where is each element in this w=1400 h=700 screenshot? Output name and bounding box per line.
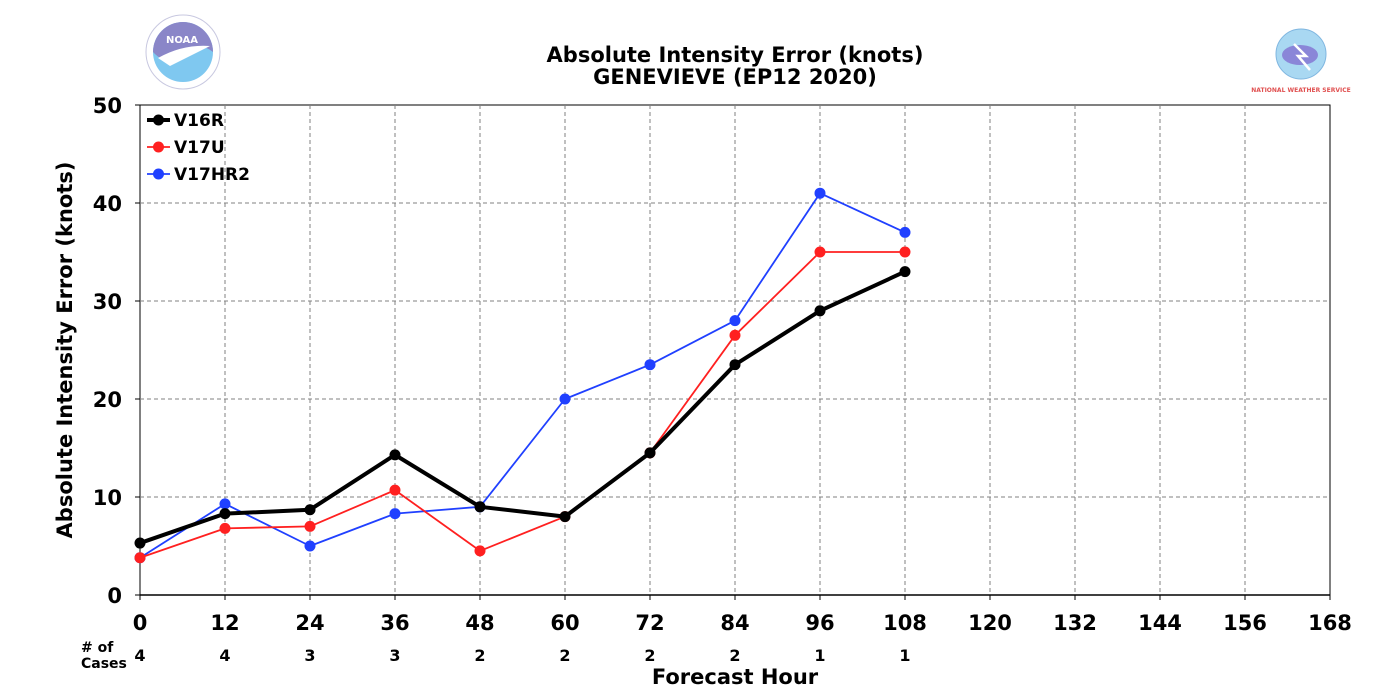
y-tick-label: 30 <box>93 290 122 314</box>
x-tick-label: 48 <box>465 611 494 635</box>
series-line-v17u <box>139 251 905 559</box>
cases-value: 2 <box>729 646 740 665</box>
noaa-logo-text: NOAA <box>166 35 198 46</box>
cases-value: 2 <box>474 646 485 665</box>
cases-value: 2 <box>644 646 655 665</box>
data-point-v17u <box>899 246 911 258</box>
x-tick-label: 24 <box>295 611 324 635</box>
data-point-v17hr2 <box>219 498 231 510</box>
cases-value: 3 <box>389 646 400 665</box>
y-tick-label: 10 <box>93 486 122 510</box>
data-point-v17u <box>134 552 146 564</box>
cases-value: 2 <box>559 646 570 665</box>
data-series <box>134 187 911 564</box>
x-tick-label: 120 <box>968 611 1012 635</box>
data-point-v17u <box>474 545 486 557</box>
y-tick-label: 50 <box>93 94 122 118</box>
legend-label: V17U <box>174 138 225 158</box>
y-axis-label: Absolute Intensity Error (knots) <box>53 162 77 539</box>
data-point-v16r <box>134 537 146 549</box>
x-tick-label: 0 <box>133 611 148 635</box>
cases-row-label: # of Cases <box>81 640 127 672</box>
x-tick-label: 84 <box>720 611 749 635</box>
series-line-v16r <box>139 269 906 545</box>
x-tick-label: 36 <box>380 611 409 635</box>
data-point-v17hr2 <box>389 508 401 520</box>
chart-title: Absolute Intensity Error (knots) <box>547 43 924 67</box>
cases-value: 4 <box>134 646 145 665</box>
x-axis-label: Forecast Hour <box>652 665 819 689</box>
data-point-v17hr2 <box>814 187 826 199</box>
data-point-v17u <box>814 246 826 258</box>
data-point-v17u <box>729 329 741 341</box>
chart-subtitle: GENEVIEVE (EP12 2020) <box>593 65 877 89</box>
data-point-v17u <box>304 520 316 532</box>
legend-label: V17HR2 <box>174 165 250 185</box>
data-point-v16r <box>644 447 656 459</box>
data-point-v17u <box>389 484 401 496</box>
chart-legend: V16R V17U V17HR2 <box>147 111 250 185</box>
legend-swatch-marker <box>153 141 164 153</box>
cases-value: 1 <box>814 646 825 665</box>
nws-logo: NATIONAL WEATHER SERVICE <box>1251 28 1351 94</box>
x-tick-label: 132 <box>1053 611 1097 635</box>
x-tick-label: 144 <box>1138 611 1182 635</box>
y-axis-ticks: 0 10 20 30 40 50 <box>93 94 140 608</box>
y-tick-label: 20 <box>93 388 122 412</box>
y-tick-label: 40 <box>93 192 122 216</box>
data-point-v16r <box>814 305 826 317</box>
cases-value: 3 <box>304 646 315 665</box>
x-tick-label: 72 <box>635 611 664 635</box>
series-line-v17hr2 <box>139 192 906 559</box>
x-axis-ticks: 0 12 24 36 48 60 72 84 96 108 120 132 144 156 168 <box>133 595 1352 635</box>
data-point-v16r <box>729 359 741 371</box>
data-point-v17hr2 <box>899 226 911 238</box>
data-point-v16r <box>219 508 231 520</box>
cases-values: 4 4 3 3 2 2 2 2 1 1 <box>134 646 910 665</box>
data-point-v16r <box>389 449 401 461</box>
cases-label-line1: # of <box>81 640 114 656</box>
noaa-logo: NOAA <box>145 14 221 90</box>
x-tick-label: 168 <box>1308 611 1352 635</box>
x-tick-label: 108 <box>883 611 927 635</box>
x-tick-label: 12 <box>210 611 239 635</box>
nws-logo-text: NATIONAL WEATHER SERVICE <box>1251 87 1350 94</box>
grid-lines <box>140 105 1330 595</box>
x-tick-label: 60 <box>550 611 579 635</box>
data-point-v16r <box>474 501 486 513</box>
data-point-v17hr2 <box>559 393 571 405</box>
legend-label: V16R <box>174 111 224 131</box>
cases-value: 1 <box>899 646 910 665</box>
data-point-v17hr2 <box>304 540 316 552</box>
data-point-v17u <box>219 522 231 534</box>
data-point-v16r <box>304 504 316 516</box>
x-tick-label: 156 <box>1223 611 1267 635</box>
cases-label-line2: Cases <box>81 656 127 672</box>
legend-swatch-marker <box>153 114 164 126</box>
cases-value: 4 <box>219 646 230 665</box>
data-point-v16r <box>899 266 911 278</box>
data-point-v16r <box>559 511 571 523</box>
x-tick-label: 96 <box>805 611 834 635</box>
legend-swatch-marker <box>153 168 164 180</box>
y-tick-label: 0 <box>107 584 122 608</box>
data-point-v17hr2 <box>644 359 656 371</box>
data-point-v17hr2 <box>729 315 741 327</box>
